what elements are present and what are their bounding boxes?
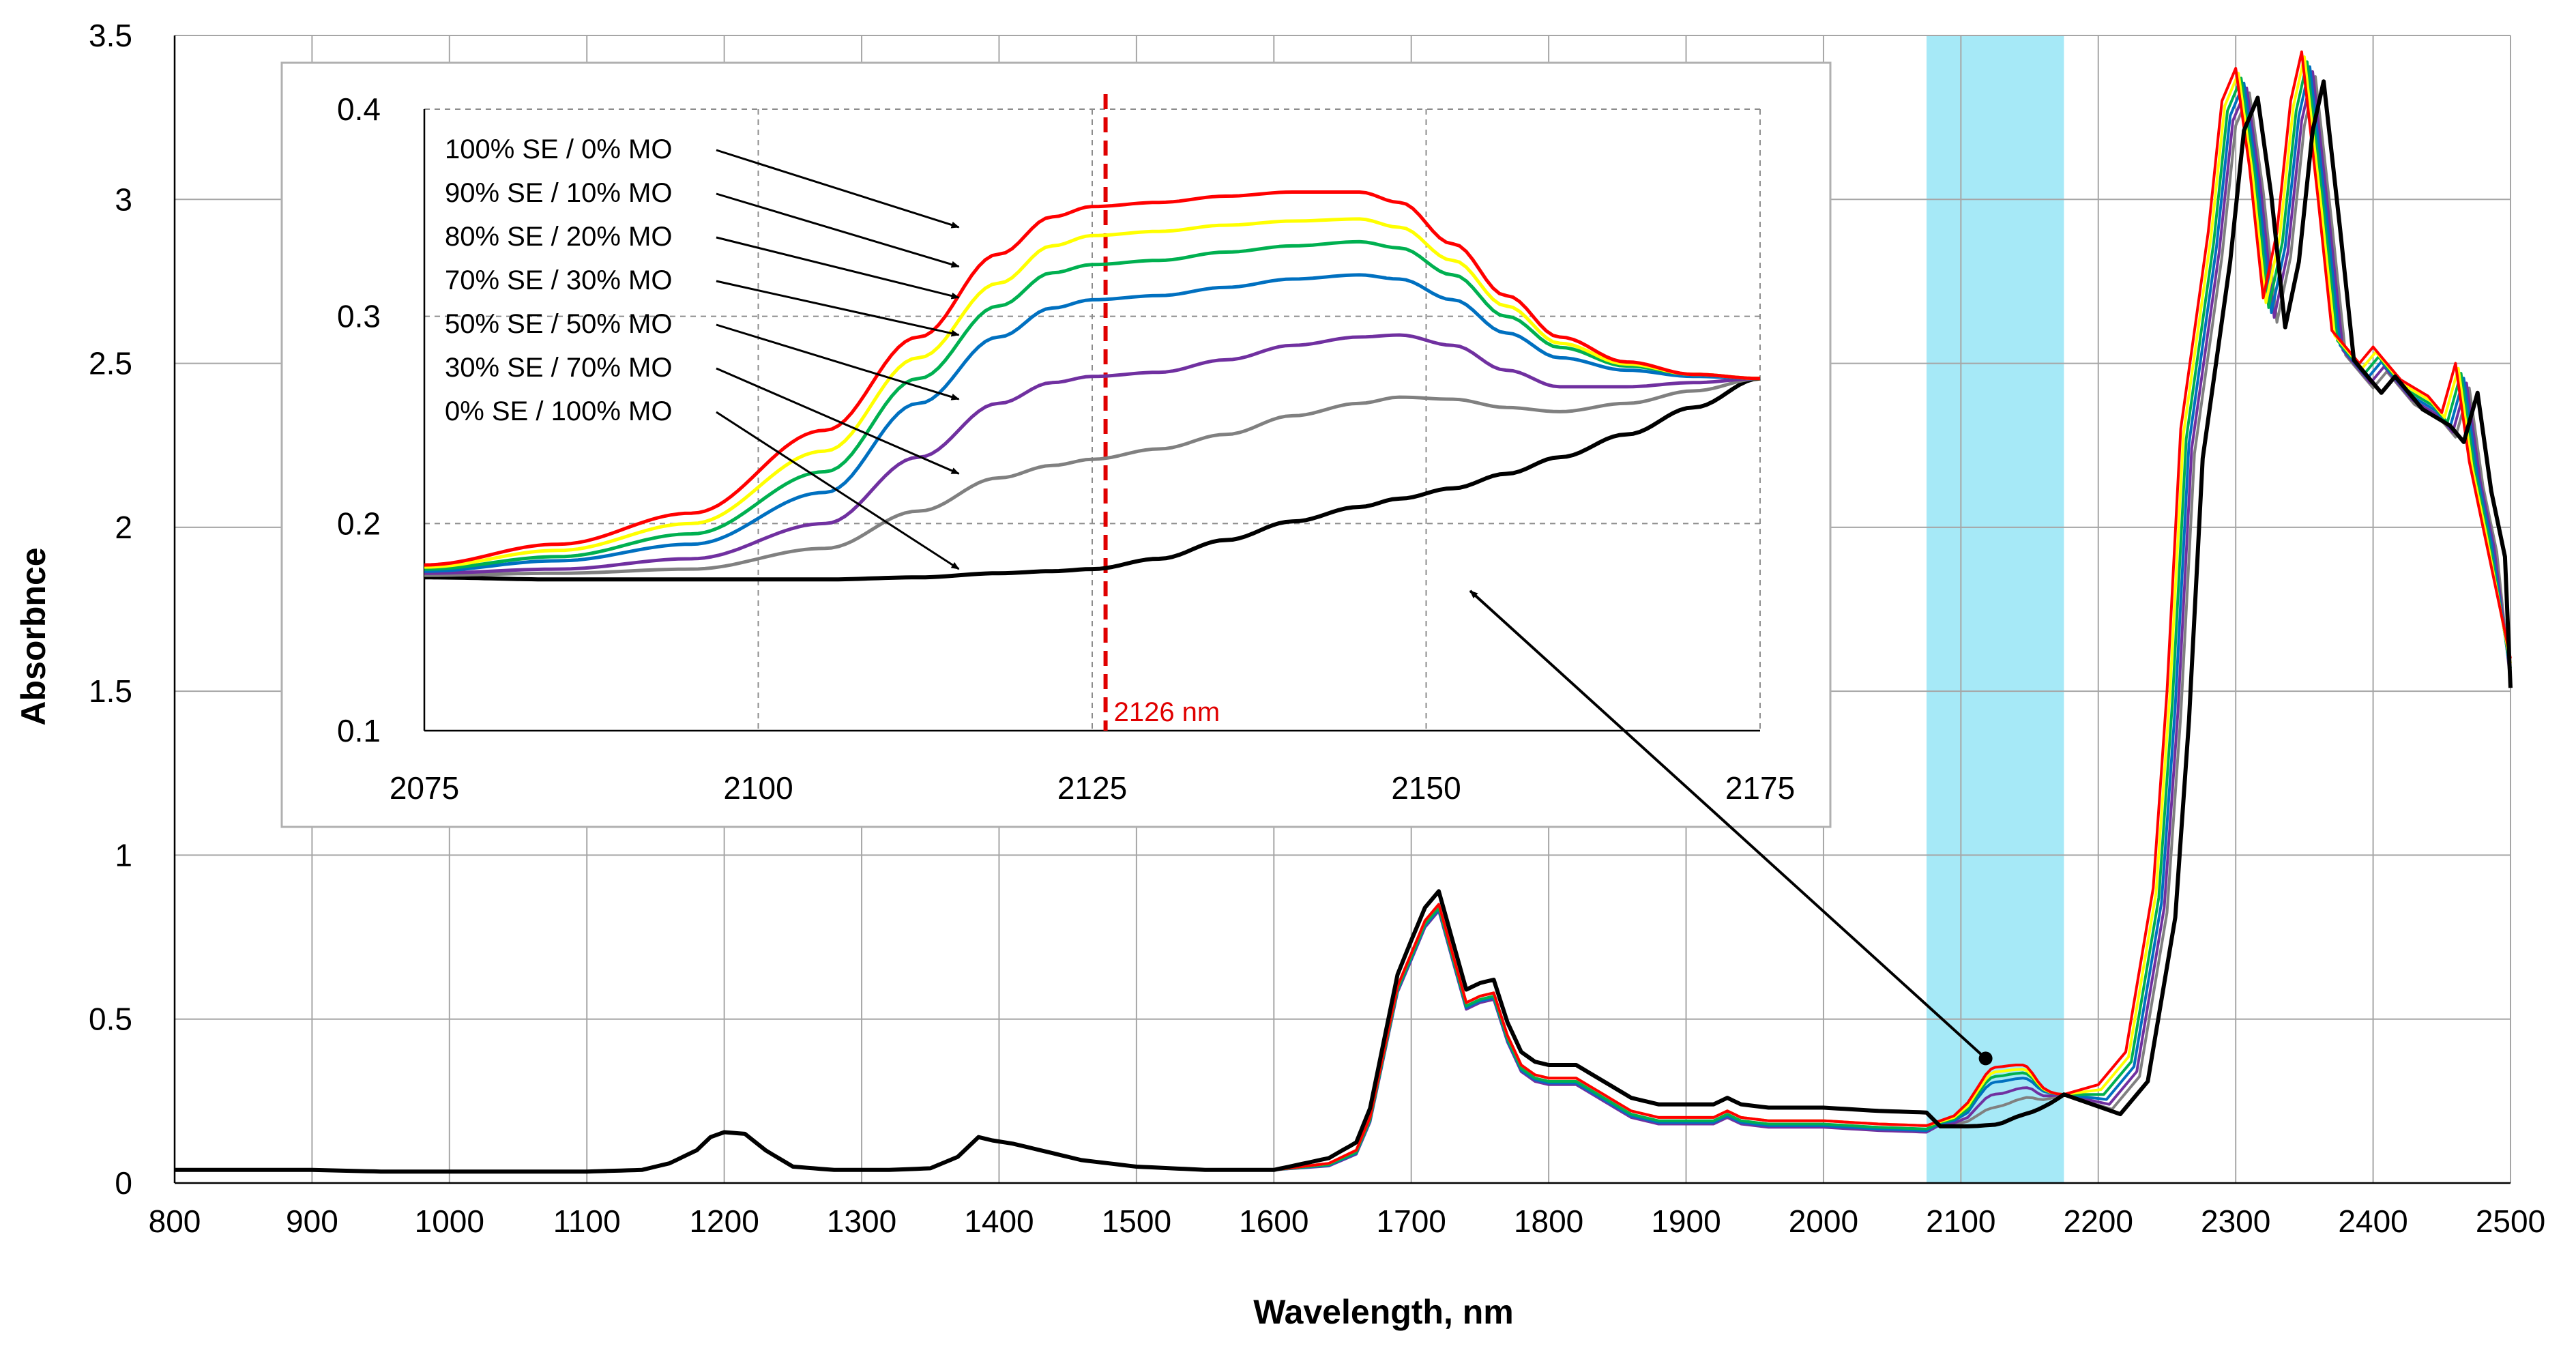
x-tick-label: 1100 (553, 1203, 621, 1239)
legend-label: 30% SE / 70% MO (445, 353, 672, 383)
main-series-line (175, 79, 2513, 1174)
inset-y-tick-label: 0.4 (337, 91, 381, 127)
inset-x-tick-label: 2125 (1057, 770, 1127, 806)
inset-series-line (424, 377, 1761, 577)
inset-y-tick-label: 0.2 (337, 506, 381, 541)
inset-y-tick-label: 0.3 (337, 299, 381, 334)
inset-series-line (424, 273, 1761, 573)
x-tick-label: 2000 (1789, 1203, 1858, 1239)
legend-label: 90% SE / 10% MO (445, 178, 672, 208)
y-axis-title: Absorbnce (14, 547, 53, 725)
inset-frame (280, 61, 1832, 828)
inset-x-tick-label: 2100 (723, 770, 793, 806)
marker-label: 2126 nm (1114, 697, 1220, 727)
y-tick-label: 2 (115, 510, 132, 545)
x-tick-label: 1400 (964, 1203, 1034, 1239)
x-tick-label: 2100 (1926, 1203, 1995, 1239)
legend-arrow (716, 192, 960, 268)
inset-x-tick-label: 2150 (1391, 770, 1461, 806)
x-tick-label: 1000 (415, 1203, 484, 1239)
legend-label: 0% SE / 100% MO (445, 396, 672, 426)
y-tick-label: 0.5 (89, 1002, 132, 1037)
y-tick-label: 1.5 (89, 673, 132, 709)
inset-series-line (424, 239, 1761, 571)
x-tick-label: 800 (149, 1203, 201, 1239)
legend-arrow (716, 411, 960, 570)
x-tick-label: 2300 (2201, 1203, 2270, 1239)
x-axis-title: Wavelength, nm (1253, 1293, 1514, 1331)
legend-arrow (716, 367, 960, 475)
x-tick-label: 2500 (2476, 1203, 2545, 1239)
zoom-pointer-arrow (1469, 589, 1987, 1060)
inset-y-tick-label: 0.1 (337, 713, 381, 748)
y-tick-label: 3.5 (89, 18, 132, 53)
x-tick-label: 1800 (1514, 1203, 1583, 1239)
x-tick-label: 1600 (1239, 1203, 1308, 1239)
highlight-band (1927, 35, 2064, 1183)
x-tick-label: 2200 (2064, 1203, 2133, 1239)
legend-label: 100% SE / 0% MO (445, 134, 672, 164)
inset-x-tick-label: 2175 (1725, 770, 1795, 806)
legend-arrow (716, 236, 960, 300)
y-tick-label: 3 (115, 181, 132, 217)
y-tick-label: 1 (115, 837, 132, 873)
x-tick-label: 2400 (2338, 1203, 2407, 1239)
inset-series-line (424, 190, 1761, 567)
x-tick-label: 1200 (689, 1203, 759, 1239)
y-tick-label: 0 (115, 1165, 132, 1201)
inset-series-line (424, 217, 1761, 569)
y-tick-label: 2.5 (89, 346, 132, 381)
inset-x-tick-label: 2075 (390, 770, 459, 806)
legend-label: 50% SE / 50% MO (445, 309, 672, 339)
legend-label: 70% SE / 30% MO (445, 265, 672, 295)
x-tick-label: 1500 (1102, 1203, 1171, 1239)
x-tick-label: 900 (286, 1203, 338, 1239)
inset-chart: 2075 2100 2125 2150 2175 0.1 0.2 0.3 0.4 2126 nm 1… (280, 61, 1987, 1060)
inset-series-line (424, 333, 1761, 575)
legend-arrow (716, 149, 960, 229)
x-tick-label: 1300 (827, 1203, 896, 1239)
x-tick-label: 1700 (1377, 1203, 1446, 1239)
inset-series-line (424, 376, 1761, 582)
legend-arrow (716, 280, 960, 337)
legend-label: 80% SE / 20% MO (445, 222, 672, 252)
legend-arrow (716, 323, 960, 400)
x-tick-label: 1900 (1651, 1203, 1721, 1239)
